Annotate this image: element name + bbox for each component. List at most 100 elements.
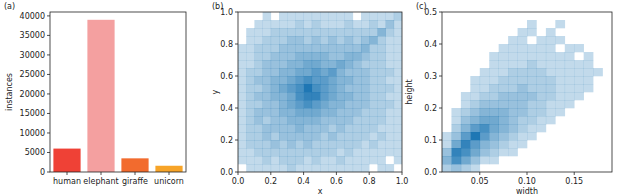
- cell: [508, 100, 518, 108]
- cell: [328, 92, 337, 100]
- cell: [312, 100, 321, 108]
- cell: [508, 68, 518, 76]
- cell: [254, 44, 263, 52]
- x-axis-label: x: [318, 187, 323, 196]
- cell: [353, 124, 362, 132]
- cell: [295, 100, 304, 108]
- panel-label: (c): [416, 2, 427, 11]
- heatmap-panel: 0.00.20.40.60.81.00.00.20.40.60.81.0(b)y…: [211, 2, 408, 196]
- cell: [287, 52, 296, 60]
- cell: [246, 116, 255, 124]
- y-tick: [47, 74, 50, 75]
- cell: [508, 52, 518, 60]
- cell: [361, 28, 370, 36]
- cell: [518, 76, 528, 84]
- cell: [386, 148, 395, 156]
- cell: [312, 92, 321, 100]
- cell: [574, 92, 584, 100]
- cell: [312, 68, 321, 76]
- y-tick-label: 0.2: [424, 104, 437, 113]
- cell: [536, 84, 546, 92]
- x-axis-label: width: [516, 187, 538, 196]
- cell: [263, 60, 272, 68]
- plot-frame: [442, 12, 612, 172]
- cell: [353, 108, 362, 116]
- cell: [287, 60, 296, 68]
- cell: [287, 36, 296, 44]
- bar: [87, 20, 114, 172]
- cell: [499, 84, 509, 92]
- cell: [546, 100, 556, 108]
- x-tick: [527, 172, 528, 175]
- y-tick-label: 5000: [25, 148, 45, 157]
- cell: [271, 76, 280, 84]
- cell: [238, 156, 247, 164]
- cell: [246, 148, 255, 156]
- cell: [336, 60, 345, 68]
- cell: [328, 44, 337, 52]
- cell: [345, 84, 354, 92]
- cell: [461, 132, 471, 140]
- cell: [271, 100, 280, 108]
- cell: [361, 100, 370, 108]
- cell: [369, 92, 378, 100]
- cell: [536, 124, 546, 132]
- cell: [499, 116, 509, 124]
- cell: [295, 36, 304, 44]
- cell: [565, 92, 575, 100]
- cell: [527, 100, 537, 108]
- cell: [295, 148, 304, 156]
- cell: [527, 76, 537, 84]
- cell: [377, 76, 386, 84]
- cell: [377, 52, 386, 60]
- cell: [336, 92, 345, 100]
- cell: [369, 108, 378, 116]
- cell: [336, 100, 345, 108]
- cell: [386, 44, 395, 52]
- y-tick-label: 0.1: [424, 136, 437, 145]
- cell: [271, 140, 280, 148]
- cell: [287, 20, 296, 28]
- cell: [518, 132, 528, 140]
- cell: [246, 164, 255, 172]
- cell: [263, 108, 272, 116]
- cell: [518, 100, 528, 108]
- cell: [386, 164, 395, 172]
- cell: [377, 124, 386, 132]
- cell: [263, 140, 272, 148]
- x-tick: [169, 172, 170, 175]
- cell: [336, 132, 345, 140]
- cell: [304, 20, 313, 28]
- cell: [263, 132, 272, 140]
- x-tick-label: 0.4: [297, 177, 310, 186]
- cell: [304, 148, 313, 156]
- cell: [546, 76, 556, 84]
- cell: [361, 140, 370, 148]
- cell: [377, 44, 386, 52]
- cell: [345, 44, 354, 52]
- y-tick: [47, 54, 50, 55]
- cell: [470, 124, 480, 132]
- heatmap-panel: 0.050.100.150.00.10.20.30.40.5(c)heightw…: [405, 2, 612, 196]
- cell: [361, 68, 370, 76]
- cell: [555, 68, 565, 76]
- cell: [394, 44, 402, 52]
- cell: [279, 140, 288, 148]
- cell: [451, 148, 461, 156]
- cell: [320, 164, 329, 172]
- cell: [328, 60, 337, 68]
- cell: [369, 76, 378, 84]
- cell: [353, 148, 362, 156]
- x-tick-label: human: [53, 177, 81, 186]
- cell: [246, 156, 255, 164]
- cell: [361, 84, 370, 92]
- cell: [361, 132, 370, 140]
- cell: [546, 44, 556, 52]
- cell: [254, 164, 263, 172]
- cell: [353, 140, 362, 148]
- cell: [336, 44, 345, 52]
- panel-label: (a): [4, 2, 15, 11]
- cell: [361, 124, 370, 132]
- cell: [527, 60, 537, 68]
- cell: [461, 100, 471, 108]
